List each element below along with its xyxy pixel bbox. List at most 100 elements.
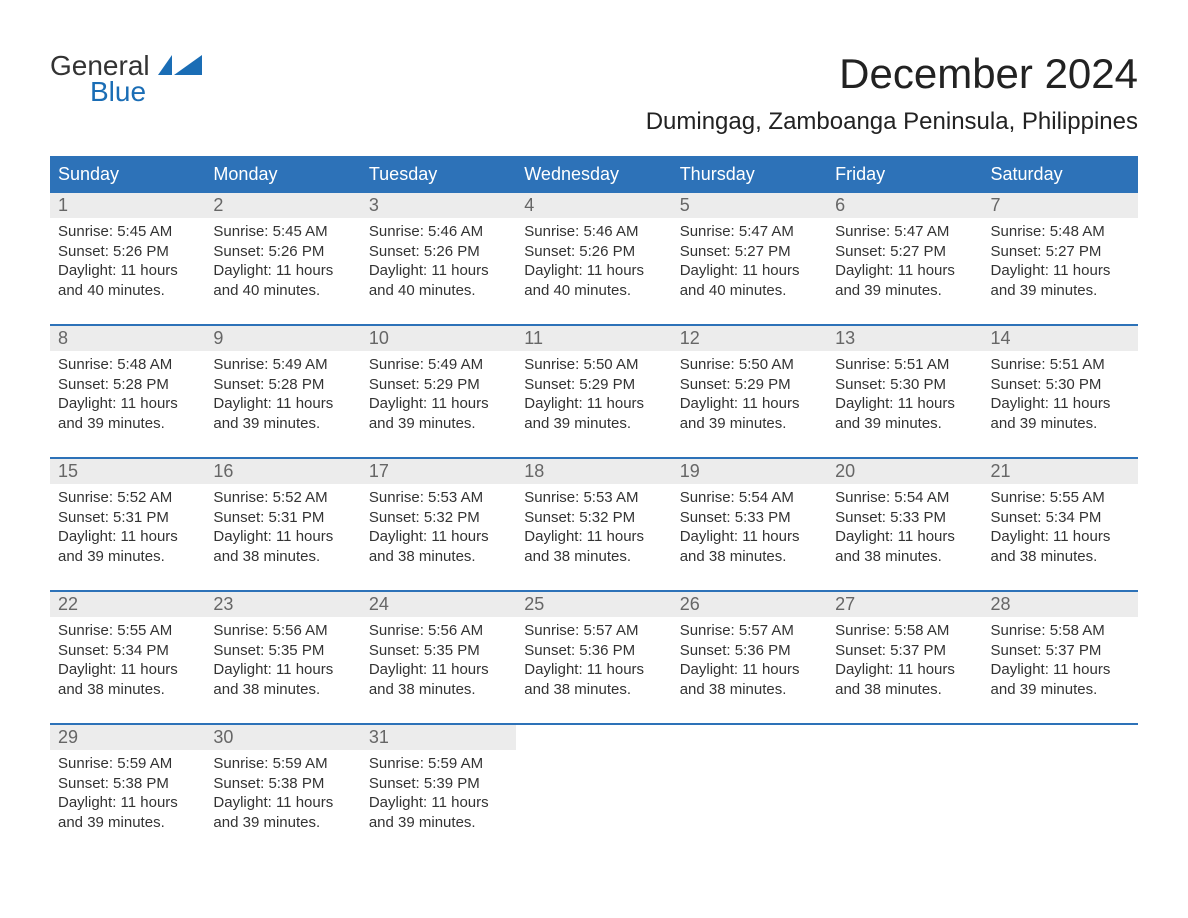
day-number-4: 4 xyxy=(516,193,671,218)
day-cell: Sunrise: 5:59 AMSunset: 5:38 PMDaylight:… xyxy=(50,750,205,836)
sunrise: Sunrise: 5:56 AM xyxy=(369,621,508,641)
sunset: Sunset: 5:31 PM xyxy=(213,508,352,528)
daylight-line2: and 38 minutes. xyxy=(835,680,974,700)
day-cell: Sunrise: 5:55 AMSunset: 5:34 PMDaylight:… xyxy=(983,484,1138,570)
sunset: Sunset: 5:26 PM xyxy=(524,242,663,262)
day-cell: Sunrise: 5:57 AMSunset: 5:36 PMDaylight:… xyxy=(672,617,827,703)
day-cell xyxy=(827,750,982,836)
sunset: Sunset: 5:26 PM xyxy=(213,242,352,262)
daylight-line2: and 40 minutes. xyxy=(369,281,508,301)
daylight-line2: and 38 minutes. xyxy=(213,680,352,700)
logo-text-blue: Blue xyxy=(90,76,202,108)
daylight-line1: Daylight: 11 hours xyxy=(58,527,197,547)
day-number-10: 10 xyxy=(361,326,516,351)
daylight-line1: Daylight: 11 hours xyxy=(680,660,819,680)
day-cell: Sunrise: 5:50 AMSunset: 5:29 PMDaylight:… xyxy=(672,351,827,437)
daylight-line1: Daylight: 11 hours xyxy=(213,261,352,281)
daylight-line2: and 40 minutes. xyxy=(680,281,819,301)
daylight-line1: Daylight: 11 hours xyxy=(58,394,197,414)
daylight-line2: and 40 minutes. xyxy=(58,281,197,301)
day-cell: Sunrise: 5:52 AMSunset: 5:31 PMDaylight:… xyxy=(50,484,205,570)
sunset: Sunset: 5:31 PM xyxy=(58,508,197,528)
week-body-row: Sunrise: 5:55 AMSunset: 5:34 PM Daylight:… xyxy=(50,617,1138,703)
day-cell: Sunrise: 5:48 AMSunset: 5:27 PMDaylight:… xyxy=(983,218,1138,304)
sunset: Sunset: 5:39 PM xyxy=(369,774,508,794)
sunrise: Sunrise: 5:54 AM xyxy=(835,488,974,508)
sunrise: Sunrise: 5:51 AM xyxy=(835,355,974,375)
daylight-line2: and 38 minutes. xyxy=(524,547,663,567)
day-number-16: 16 xyxy=(205,459,360,484)
sunset: Sunset: 5:37 PM xyxy=(991,641,1130,661)
day-number-12: 12 xyxy=(672,326,827,351)
daylight-line2: and 39 minutes. xyxy=(58,547,197,567)
sunset: Sunset: 5:35 PM xyxy=(213,641,352,661)
sunset: Sunset: 5:38 PM xyxy=(58,774,197,794)
sunrise: Sunrise: 5:55 AM xyxy=(58,621,197,641)
sunset: Sunset: 5:33 PM xyxy=(835,508,974,528)
sunrise: Sunrise: 5:54 AM xyxy=(680,488,819,508)
daylight-line1: Daylight: 11 hours xyxy=(680,261,819,281)
day-number-22: 22 xyxy=(50,592,205,617)
daylight-line1: Daylight: 11 hours xyxy=(369,660,508,680)
day-cell xyxy=(672,750,827,836)
day-cell: Sunrise: 5:56 AMSunset: 5:35 PMDaylight:… xyxy=(205,617,360,703)
day-number-14: 14 xyxy=(983,326,1138,351)
week-daynum-row: 1234567 xyxy=(50,193,1138,218)
day-cell: Sunrise: 5:46 AMSunset: 5:26 PMDaylight:… xyxy=(516,218,671,304)
location: Dumingag, Zamboanga Peninsula, Philippin… xyxy=(646,108,1138,136)
sunrise: Sunrise: 5:58 AM xyxy=(835,621,974,641)
day-cell: Sunrise: 5:58 AMSunset: 5:37 PMDaylight:… xyxy=(827,617,982,703)
sunset: Sunset: 5:27 PM xyxy=(680,242,819,262)
dayname-sunday: Sunday xyxy=(50,156,205,193)
day-number-28: 28 xyxy=(983,592,1138,617)
sunset: Sunset: 5:34 PM xyxy=(58,641,197,661)
day-cell: Sunrise: 5:54 AMSunset: 5:33 PMDaylight:… xyxy=(672,484,827,570)
day-cell: Sunrise: 5:56 AMSunset: 5:35 PMDaylight:… xyxy=(361,617,516,703)
sunrise: Sunrise: 5:50 AM xyxy=(524,355,663,375)
sunrise: Sunrise: 5:50 AM xyxy=(680,355,819,375)
sunset: Sunset: 5:29 PM xyxy=(524,375,663,395)
sunrise: Sunrise: 5:48 AM xyxy=(58,355,197,375)
daylight-line1: Daylight: 11 hours xyxy=(369,261,508,281)
day-cell: Sunrise: 5:48 AMSunset: 5:28 PMDaylight:… xyxy=(50,351,205,437)
day-number-empty xyxy=(516,725,671,750)
daylight-line1: Daylight: 11 hours xyxy=(680,394,819,414)
daylight-line2: and 39 minutes. xyxy=(991,414,1130,434)
sunset: Sunset: 5:29 PM xyxy=(680,375,819,395)
dayname-tuesday: Tuesday xyxy=(361,156,516,193)
day-number-empty xyxy=(983,725,1138,750)
week-daynum-row: 15161718192021 xyxy=(50,457,1138,484)
sunset: Sunset: 5:28 PM xyxy=(213,375,352,395)
sunrise: Sunrise: 5:52 AM xyxy=(58,488,197,508)
day-cell: Sunrise: 5:49 AMSunset: 5:29 PMDaylight:… xyxy=(361,351,516,437)
sunrise: Sunrise: 5:46 AM xyxy=(524,222,663,242)
day-cell: Sunrise: 5:47 AMSunset: 5:27 PMDaylight:… xyxy=(672,218,827,304)
daylight-line1: Daylight: 11 hours xyxy=(991,394,1130,414)
day-number-9: 9 xyxy=(205,326,360,351)
sunset: Sunset: 5:35 PM xyxy=(369,641,508,661)
dayname-wednesday: Wednesday xyxy=(516,156,671,193)
daylight-line1: Daylight: 11 hours xyxy=(524,527,663,547)
daylight-line2: and 39 minutes. xyxy=(680,414,819,434)
day-cell: Sunrise: 5:57 AMSunset: 5:36 PMDaylight:… xyxy=(516,617,671,703)
sunrise: Sunrise: 5:46 AM xyxy=(369,222,508,242)
day-number-empty xyxy=(672,725,827,750)
daylight-line2: and 38 minutes. xyxy=(369,547,508,567)
sunrise: Sunrise: 5:56 AM xyxy=(213,621,352,641)
sunset: Sunset: 5:26 PM xyxy=(58,242,197,262)
sunset: Sunset: 5:32 PM xyxy=(524,508,663,528)
day-number-27: 27 xyxy=(827,592,982,617)
day-number-21: 21 xyxy=(983,459,1138,484)
daylight-line2: and 39 minutes. xyxy=(991,680,1130,700)
daylight-line1: Daylight: 11 hours xyxy=(213,394,352,414)
daylight-line1: Daylight: 11 hours xyxy=(991,261,1130,281)
daylight-line2: and 40 minutes. xyxy=(213,281,352,301)
daylight-line1: Daylight: 11 hours xyxy=(835,394,974,414)
day-cell: Sunrise: 5:51 AMSunset: 5:30 PMDaylight:… xyxy=(983,351,1138,437)
sunrise: Sunrise: 5:45 AM xyxy=(58,222,197,242)
dayname-row: SundayMondayTuesdayWednesdayThursdayFrid… xyxy=(50,156,1138,193)
week-body-row: Sunrise: 5:52 AMSunset: 5:31 PMDaylight:… xyxy=(50,484,1138,570)
title-block: December 2024 Dumingag, Zamboanga Penins… xyxy=(646,50,1138,136)
day-cell: Sunrise: 5:52 AMSunset: 5:31 PMDaylight:… xyxy=(205,484,360,570)
sunrise: Sunrise: 5:58 AM xyxy=(991,621,1130,641)
